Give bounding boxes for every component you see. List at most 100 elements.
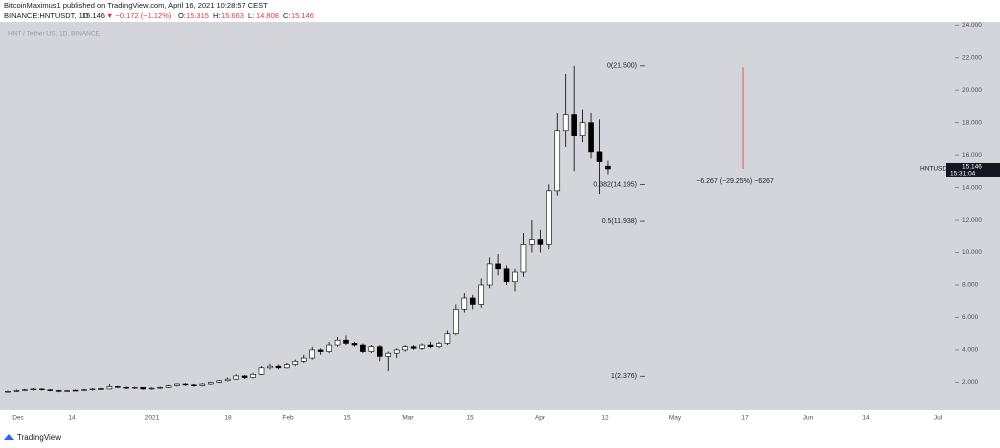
- candle-body: [588, 122, 594, 153]
- symbol: BINANCE:HNTUSDT, 1D: [4, 11, 89, 20]
- candle-body: [5, 391, 11, 393]
- price-tag-box: [946, 162, 1000, 177]
- x-tick-label: 14: [862, 415, 870, 422]
- candle-body: [89, 388, 96, 391]
- x-tick-label: 17: [741, 415, 749, 422]
- candle-body: [165, 385, 172, 388]
- candle-body: [402, 346, 408, 351]
- x-tick-label: 15: [466, 415, 474, 422]
- candle-body: [529, 239, 535, 245]
- x-tick-label: Jun: [803, 415, 814, 422]
- candle-body: [309, 349, 316, 359]
- y-tick-label: 8.000: [962, 282, 979, 289]
- candle-body: [47, 389, 54, 391]
- candle-body: [81, 389, 87, 391]
- candle-body: [148, 387, 155, 390]
- fib-label: 0(21.500): [607, 63, 637, 70]
- y-tick-label: 12.000: [962, 217, 982, 224]
- fib-label: 0.382(14.195): [593, 181, 637, 188]
- candle-body: [469, 297, 476, 305]
- candle-body: [343, 339, 349, 344]
- y-tick-label: 24.000: [962, 22, 982, 29]
- candle-body: [55, 390, 62, 392]
- fib-label: 0.5(11.938): [602, 218, 637, 225]
- candle-body: [571, 114, 577, 136]
- candle-body: [216, 380, 223, 383]
- y-tick-label: 6.000: [962, 314, 979, 321]
- price-tag-value: 15.146: [962, 164, 982, 171]
- ohlc-item: 14.808: [256, 11, 279, 20]
- candle-body: [461, 297, 468, 310]
- x-tick-label: 12: [601, 415, 609, 422]
- y-tick-label: 22.000: [962, 54, 982, 61]
- candle-body: [258, 367, 265, 375]
- y-tick-label: 2.000: [962, 379, 979, 386]
- fib-label: 1(2.376): [611, 373, 637, 380]
- candle-body: [250, 373, 256, 378]
- candle-body: [72, 389, 79, 392]
- candle-body: [267, 365, 273, 369]
- candle-body: [486, 263, 493, 286]
- candle-body: [376, 346, 383, 357]
- x-tick-label: May: [669, 415, 682, 422]
- measure-label: −6.267 (−29.25%) −6267: [696, 178, 774, 185]
- candle-body: [545, 190, 552, 245]
- y-tick-label: 10.000: [962, 249, 982, 256]
- x-tick-label: Dec: [12, 415, 24, 422]
- x-tick-label: 15: [343, 415, 351, 422]
- candle-body: [98, 388, 104, 390]
- y-tick-label: 16.000: [962, 152, 982, 159]
- ohlc-item: H:: [213, 11, 221, 20]
- candle-body: [537, 239, 544, 245]
- ohlc-item: 15.315: [186, 11, 209, 20]
- candle-body: [393, 349, 400, 354]
- candle-body: [520, 244, 527, 273]
- candle-body: [115, 386, 121, 388]
- candle-body: [453, 309, 459, 334]
- x-tick-label: Feb: [282, 415, 294, 422]
- candle-body: [436, 343, 442, 347]
- candle-body: [22, 389, 28, 391]
- footer: TradingView: [17, 433, 61, 442]
- change: ▼ −0.172 (−1.12%): [106, 11, 172, 20]
- price-tag-countdown: 15:31:04: [950, 171, 976, 178]
- candle-body: [351, 343, 358, 346]
- candle-body: [300, 357, 307, 362]
- ohlc-item: C:: [283, 11, 291, 20]
- candle-body: [38, 388, 45, 391]
- candle-body: [13, 390, 20, 392]
- x-tick-label: 14: [68, 415, 76, 422]
- candle-body: [106, 386, 113, 390]
- price-tag-symbol: HNTUSDT: [920, 166, 951, 173]
- y-tick-label: 18.000: [962, 119, 982, 126]
- candle-body: [410, 346, 417, 349]
- y-tick-label: 14.000: [962, 184, 982, 191]
- ohlc-item: L:: [248, 11, 254, 20]
- candle-body: [64, 390, 70, 392]
- candle-body: [140, 386, 146, 390]
- publish-line: BitcoinMaximus1 published on TradingView…: [4, 1, 268, 10]
- candle-body: [174, 383, 180, 386]
- candle-body: [233, 375, 239, 380]
- candle-body: [554, 130, 561, 192]
- candle-body: [419, 344, 425, 349]
- candle-body: [512, 271, 518, 283]
- plot-background: [0, 22, 1000, 410]
- candle-body: [123, 386, 130, 389]
- candle-body: [131, 386, 138, 389]
- candle-body: [30, 388, 37, 391]
- logo: [4, 434, 14, 440]
- y-tick-label: 20.000: [962, 87, 982, 94]
- candle-body: [360, 344, 366, 352]
- candle-body: [495, 263, 501, 270]
- candle-body: [224, 378, 231, 382]
- ohlc-item: O:: [178, 11, 186, 20]
- candle-body: [427, 344, 434, 347]
- watermark: HNT / Tether US, 1D, BINANCE: [8, 31, 101, 38]
- candle-body: [317, 349, 324, 352]
- candle-body: [605, 165, 611, 170]
- candle-body: [562, 114, 569, 132]
- candle-body: [596, 151, 603, 162]
- candle-body: [478, 284, 485, 305]
- x-tick-label: Apr: [535, 415, 546, 422]
